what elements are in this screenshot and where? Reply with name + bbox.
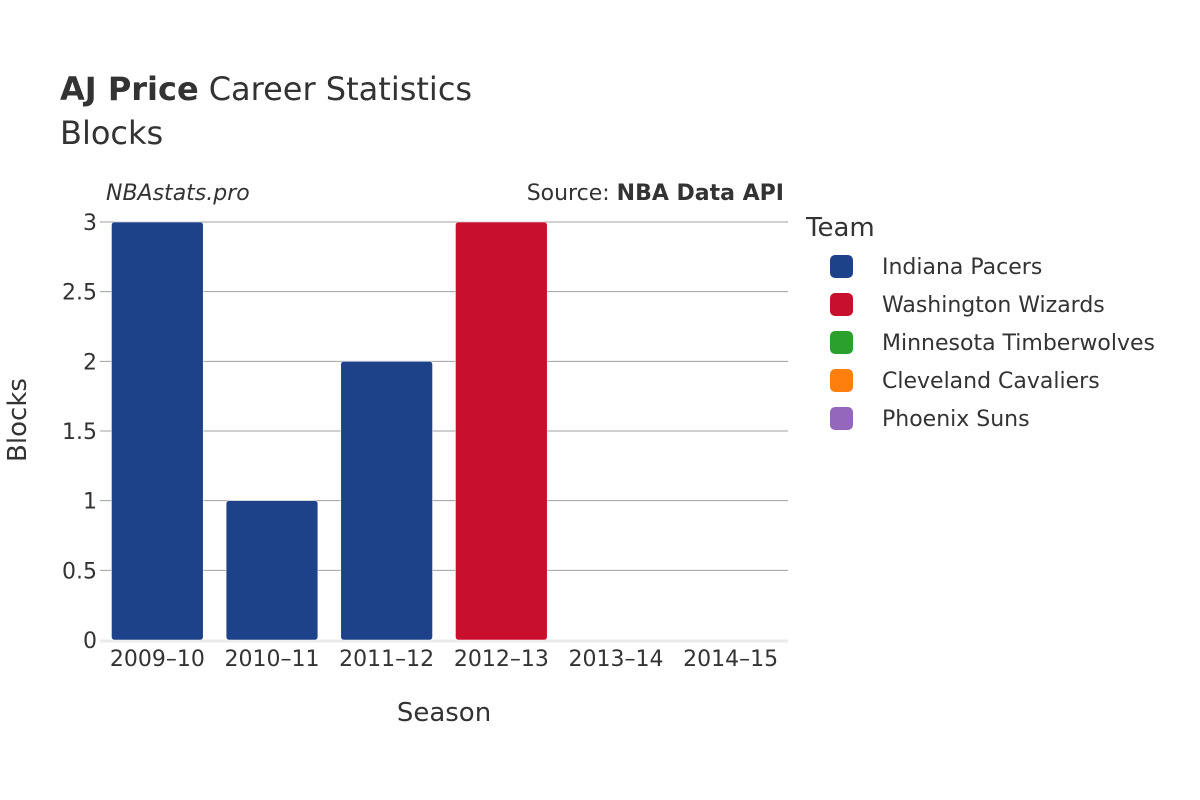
- y-tick-label: 0.5: [62, 559, 97, 584]
- x-tick-label: 2011–12: [339, 647, 434, 672]
- legend-label[interactable]: Cleveland Cavaliers: [882, 369, 1100, 394]
- gridlines: [100, 221, 788, 643]
- source-credit: Source: NBA Data API: [527, 181, 784, 206]
- x-axis-title: Season: [397, 698, 491, 728]
- x-tick-label: 2009–10: [110, 647, 205, 672]
- y-tick-label: 3: [83, 211, 97, 236]
- chart-title-rest: Career Statistics: [209, 70, 472, 108]
- legend-swatch[interactable]: [830, 407, 853, 430]
- legend-label[interactable]: Indiana Pacers: [882, 255, 1042, 280]
- legend: Indiana Pacers Washington Wizards Minnesot…: [830, 255, 1155, 432]
- x-tick-label: 2014–15: [683, 647, 778, 672]
- site-credit: NBAstats.pro: [106, 181, 250, 206]
- x-tick-label: 2012–13: [454, 647, 549, 672]
- legend-title: Team: [805, 213, 875, 243]
- x-axis-ticks: 2009–10 2010–11 2011–12 2012–13 2013–14 2014–…: [110, 647, 778, 672]
- chart-title-player: AJ Price: [60, 70, 199, 108]
- bar-2011–12-indiana-pacers[interactable]: [340, 361, 433, 641]
- y-tick-label: 1: [83, 490, 97, 515]
- y-axis-title: Blocks: [3, 378, 33, 462]
- chart-subtitle: Blocks: [60, 114, 163, 152]
- source-prefix: Source:: [527, 181, 617, 206]
- y-tick-label: 2.5: [62, 281, 97, 306]
- legend-label[interactable]: Washington Wizards: [882, 293, 1105, 318]
- bar-2012–13-washington-wizards[interactable]: [455, 221, 548, 641]
- y-axis-ticks: 0 0.5 1 1.5 2 2.5 3: [62, 211, 97, 654]
- legend-swatch[interactable]: [830, 331, 853, 354]
- source-name: NBA Data API: [617, 181, 784, 206]
- legend-label[interactable]: Minnesota Timberwolves: [882, 331, 1155, 356]
- legend-swatch[interactable]: [830, 293, 853, 316]
- legend-swatch[interactable]: [830, 255, 853, 278]
- bars: [111, 221, 548, 641]
- legend-label[interactable]: Phoenix Suns: [882, 407, 1030, 432]
- x-tick-label: 2013–14: [569, 647, 664, 672]
- x-tick-label: 2010–11: [225, 647, 320, 672]
- y-tick-label: 0: [83, 629, 97, 654]
- y-tick-label: 1.5: [62, 420, 97, 445]
- chart-title: AJ Price Career Statistics: [60, 70, 472, 108]
- bar-2010–11-indiana-pacers[interactable]: [225, 500, 319, 641]
- y-tick-label: 2: [83, 350, 97, 375]
- bar-2009–10-indiana-pacers[interactable]: [111, 221, 204, 641]
- legend-swatch[interactable]: [830, 369, 853, 392]
